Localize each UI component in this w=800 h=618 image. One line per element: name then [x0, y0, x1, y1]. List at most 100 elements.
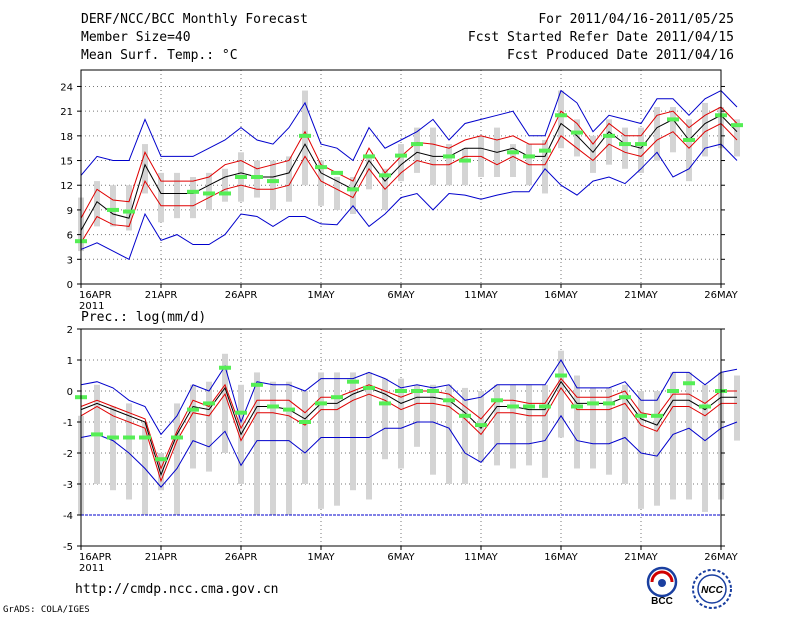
temp-xtick-label: 16MAY [544, 290, 578, 301]
prec-spread-box [382, 378, 388, 460]
temp-spread-box [126, 185, 132, 231]
temp-spread-box [94, 181, 100, 227]
prec-ytick-label: -2 [63, 449, 73, 460]
prec-observed-mark [139, 435, 151, 440]
temp-spread-box [398, 144, 404, 182]
prec-spread-box [462, 387, 468, 484]
prec-panel-title: Prec.: log(mm/d) [81, 310, 207, 325]
prec-observed-mark [363, 385, 375, 390]
temp-spread-box [462, 148, 468, 186]
footer-url-link[interactable]: http://cmdp.ncc.cma.gov.cn [75, 582, 279, 597]
temp-observed-mark [635, 142, 647, 147]
prec-xtick-label: 26MAY [704, 552, 738, 563]
temp-spread-box [734, 119, 740, 157]
temp-observed-mark [571, 130, 583, 135]
prec-spread-box [606, 387, 612, 475]
temp-observed-mark [299, 133, 311, 138]
temp-spread-box [190, 177, 196, 219]
temp-xtick-label: 26APR [225, 290, 258, 301]
prec-observed-mark [475, 423, 487, 428]
temp-observed-mark [523, 154, 535, 159]
temp-observed-mark [187, 189, 199, 194]
bcc-logo-arc [650, 570, 674, 583]
prec-spread-box [590, 387, 596, 469]
temp-ytick-label: 18 [60, 132, 73, 143]
forecast-period-label: For 2011/04/16-2011/05/25 [538, 12, 734, 27]
temp-ytick-label: 24 [60, 82, 73, 93]
temp-observed-mark [539, 148, 551, 153]
temp-observed-mark [219, 191, 231, 196]
bcc-logo: BCC [646, 566, 678, 606]
prec-ytick-label: 2 [67, 325, 73, 336]
temp-observed-mark [507, 150, 519, 155]
temp-observed-mark [731, 123, 743, 128]
prec-observed-mark [459, 413, 471, 418]
prec-spread-box [574, 375, 580, 469]
prec-observed-mark [539, 404, 551, 409]
prec-xtick-label: 11MAY [464, 552, 498, 563]
temp-ytick-label: 9 [67, 206, 73, 217]
prec-spread-box [318, 372, 324, 509]
temp-xtick-year: 2011 [79, 301, 104, 312]
prec-spread-box [526, 384, 532, 466]
forecast-started-label: Fcst Started Refer Date 2011/04/15 [467, 30, 734, 45]
prec-xtick-year: 2011 [79, 563, 104, 574]
temp-spread-box [334, 177, 340, 210]
prec-observed-mark [155, 457, 167, 462]
prec-observed-mark [203, 401, 215, 406]
prec-observed-mark [219, 365, 231, 370]
prec-observed-mark [571, 404, 583, 409]
temp-ytick-label: 21 [60, 107, 73, 118]
temp-observed-mark [379, 173, 391, 178]
prec-max-line [80, 359, 738, 436]
prec-spread-box [414, 384, 420, 447]
temp-spread-box [622, 127, 628, 169]
prec-spread-box [670, 372, 676, 500]
prec-observed-mark [283, 407, 295, 412]
prec-spread-box [446, 384, 452, 484]
prec-spread-box [126, 403, 132, 500]
prec-observed-mark [635, 413, 647, 418]
prec-spread-box [302, 391, 308, 484]
prec-ytick-label: 1 [67, 356, 73, 367]
temp-spread-box [286, 156, 292, 202]
temp-ytick-label: 0 [67, 280, 73, 291]
prec-ytick-label: -5 [63, 542, 73, 553]
ncc-logo: NCC [692, 569, 732, 609]
prec-observed-mark [667, 389, 679, 393]
bcc-logo-text: BCC [651, 596, 673, 606]
prec-observed-mark [427, 389, 439, 393]
chart-title: DERF/NCC/BCC Monthly Forecast [81, 12, 308, 27]
prec-observed-mark [443, 398, 455, 403]
prec-spread-box [174, 403, 180, 515]
temp-ytick-label: 15 [60, 157, 73, 168]
prec-spread-box [366, 372, 372, 500]
prec-observed-mark [123, 435, 135, 440]
prec-spread-box [206, 381, 212, 472]
temp-max-line [80, 89, 738, 176]
temp-observed-mark [331, 170, 343, 175]
temp-xtick-label: 1MAY [307, 290, 335, 301]
prec-ytick-label: 0 [67, 387, 73, 398]
prec-xtick-label: 21MAY [624, 552, 658, 563]
prec-spread-box [350, 372, 356, 491]
prec-spread-box [558, 350, 564, 438]
temp-spread-box [206, 172, 212, 210]
prec-spread-box [510, 384, 516, 469]
temp-xtick-label: 6MAY [387, 290, 415, 301]
prec-spread-box [334, 372, 340, 506]
temp-spread-box [542, 139, 548, 194]
temp-observed-mark [411, 142, 423, 147]
prec-observed-mark [395, 389, 407, 393]
temp-observed-mark [107, 207, 119, 212]
temp-spread-box [302, 90, 308, 186]
temp-observed-mark [363, 154, 375, 159]
prec-spread-box [654, 391, 660, 506]
temp-observed-mark [667, 117, 679, 122]
prec-observed-mark [619, 395, 631, 400]
prec-xtick-label: 16MAY [544, 552, 578, 563]
temp-spread-box [654, 107, 660, 161]
prec-spread-box [686, 372, 692, 500]
